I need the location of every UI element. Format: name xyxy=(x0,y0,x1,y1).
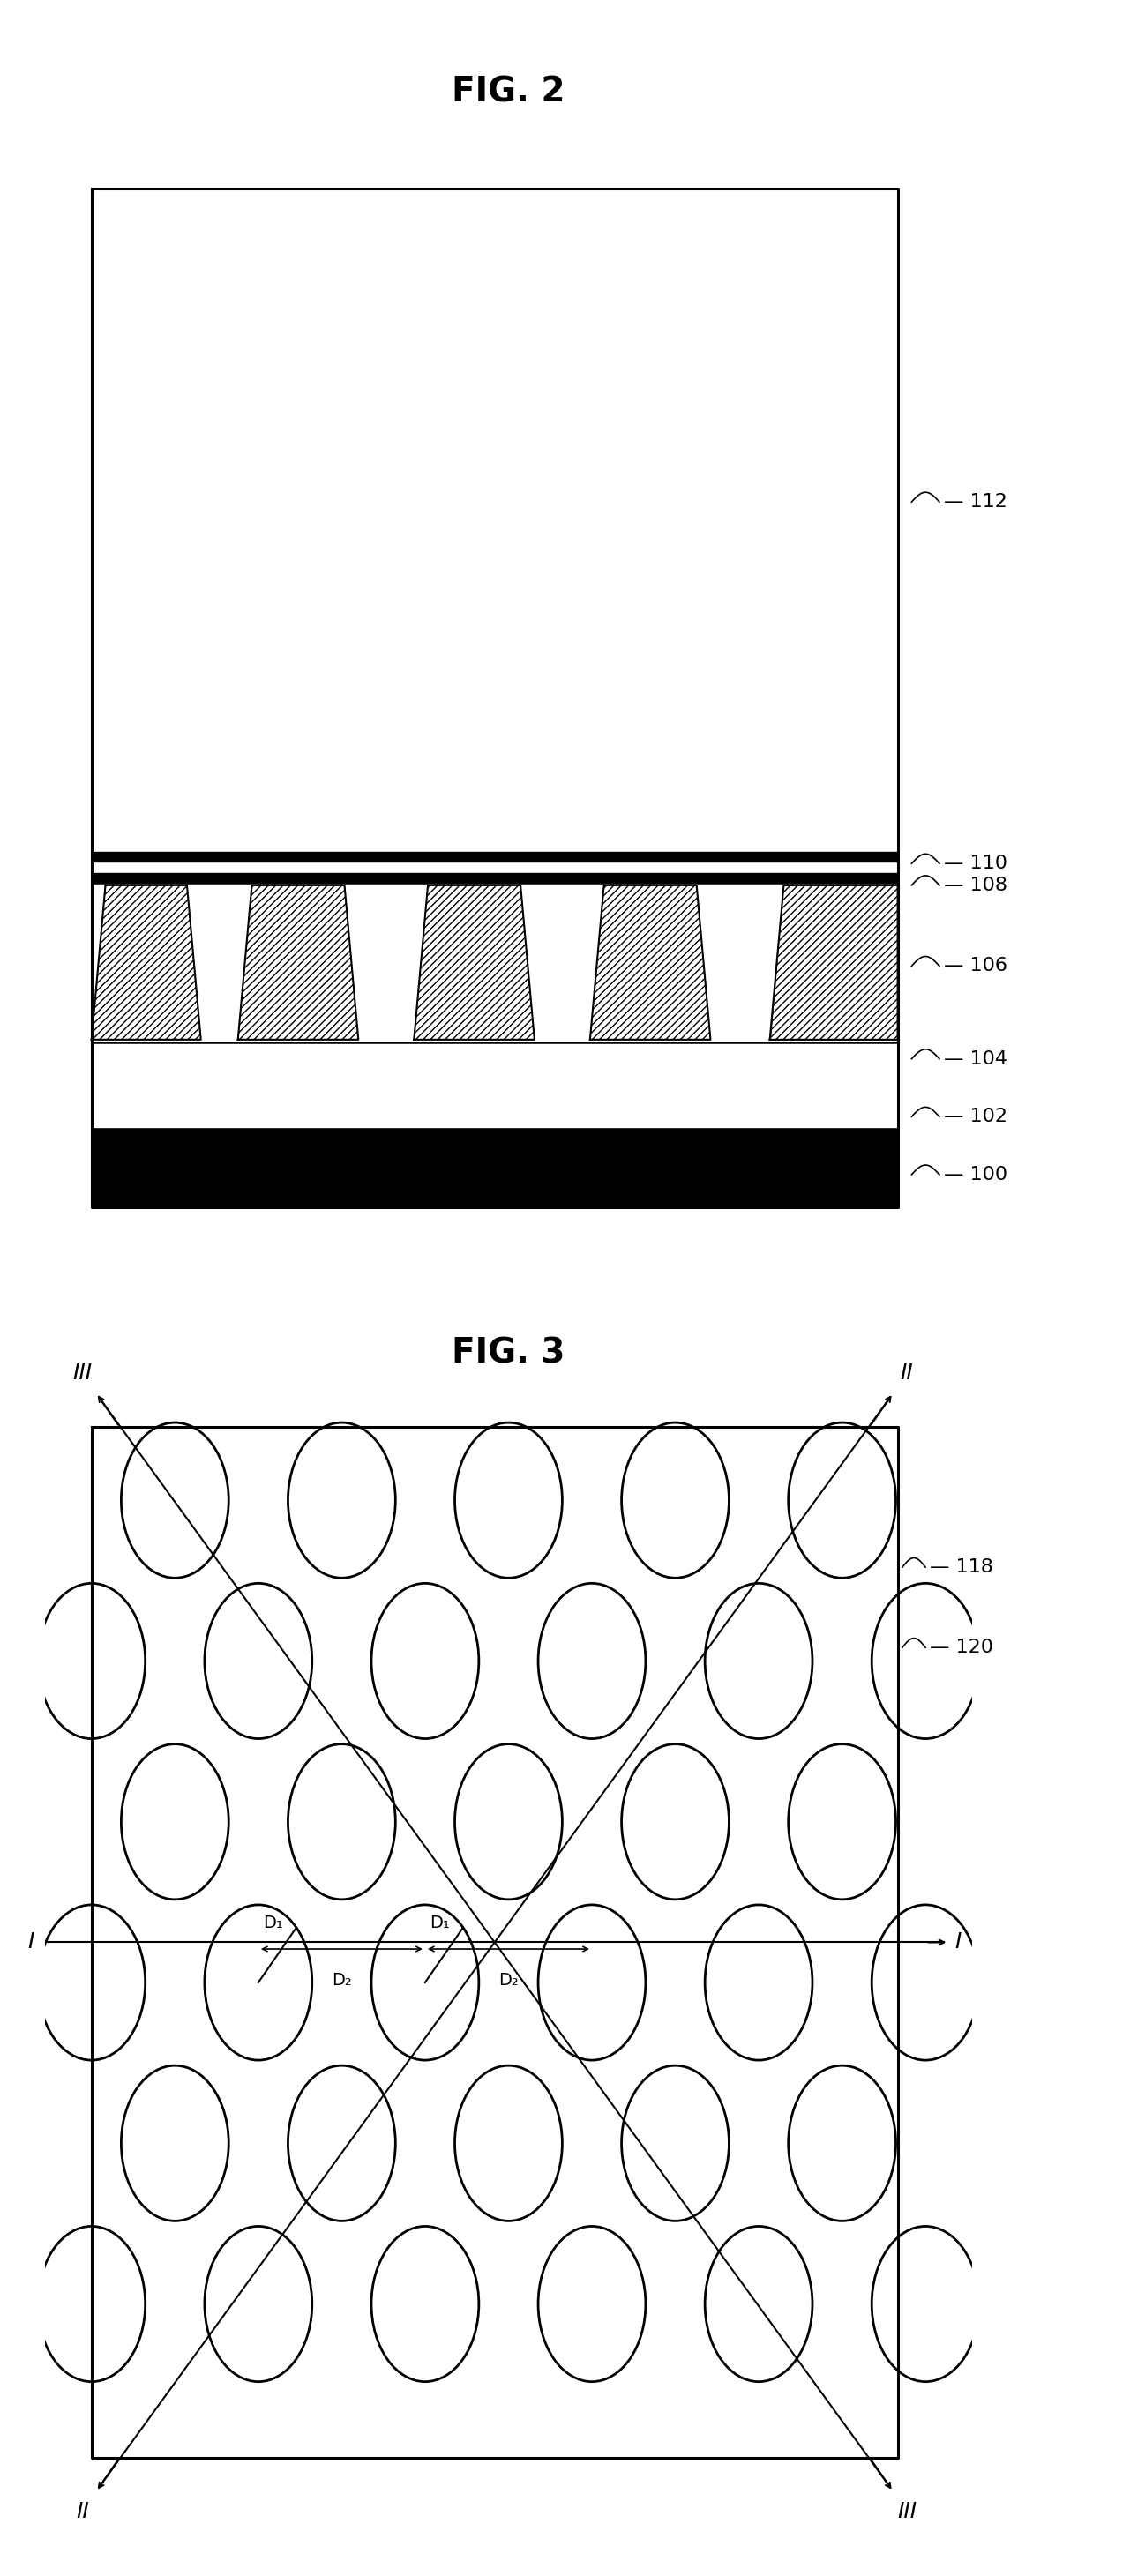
Polygon shape xyxy=(238,886,358,1041)
Circle shape xyxy=(121,2066,228,2221)
Text: III: III xyxy=(897,2501,916,2522)
Circle shape xyxy=(789,2066,896,2221)
Text: II: II xyxy=(76,2501,89,2522)
Circle shape xyxy=(37,1584,146,1739)
Polygon shape xyxy=(770,886,897,1041)
Text: II: II xyxy=(901,1363,913,1383)
Circle shape xyxy=(622,2066,729,2221)
Circle shape xyxy=(288,2066,396,2221)
Text: — 120: — 120 xyxy=(930,1638,993,1656)
Circle shape xyxy=(538,1584,645,1739)
Text: — 108: — 108 xyxy=(944,876,1008,894)
Text: D₁: D₁ xyxy=(429,1914,450,1932)
Text: III: III xyxy=(72,1363,92,1383)
Circle shape xyxy=(205,1584,312,1739)
Text: — 106: — 106 xyxy=(944,958,1008,974)
Circle shape xyxy=(705,1904,812,2061)
Text: — 112: — 112 xyxy=(944,492,1008,510)
Polygon shape xyxy=(414,886,534,1041)
Circle shape xyxy=(705,1584,812,1739)
Circle shape xyxy=(454,1744,563,1899)
Circle shape xyxy=(871,1584,980,1739)
Circle shape xyxy=(538,2226,645,2383)
Circle shape xyxy=(622,1744,729,1899)
Text: — 118: — 118 xyxy=(930,1558,993,1577)
Text: D₁: D₁ xyxy=(263,1914,282,1932)
Text: D₂: D₂ xyxy=(498,1971,519,1989)
Text: D₂: D₂ xyxy=(332,1971,351,1989)
Circle shape xyxy=(622,1422,729,1579)
Circle shape xyxy=(871,1904,980,2061)
Text: — 104: — 104 xyxy=(944,1051,1008,1066)
Circle shape xyxy=(372,1904,479,2061)
Polygon shape xyxy=(590,886,711,1041)
Text: I: I xyxy=(955,1932,962,1953)
Text: — 110: — 110 xyxy=(944,855,1008,873)
Circle shape xyxy=(288,1744,396,1899)
Circle shape xyxy=(705,2226,812,2383)
Circle shape xyxy=(454,1422,563,1579)
Circle shape xyxy=(789,1422,896,1579)
Circle shape xyxy=(37,2226,146,2383)
Text: FIG. 3: FIG. 3 xyxy=(452,1337,565,1370)
Circle shape xyxy=(288,1422,396,1579)
Circle shape xyxy=(372,1584,479,1739)
Circle shape xyxy=(121,1744,228,1899)
Polygon shape xyxy=(92,886,201,1041)
Circle shape xyxy=(454,2066,563,2221)
Text: FIG. 2: FIG. 2 xyxy=(452,75,565,108)
Circle shape xyxy=(37,1904,146,2061)
Circle shape xyxy=(871,2226,980,2383)
Circle shape xyxy=(372,2226,479,2383)
Text: — 102: — 102 xyxy=(944,1108,1008,1126)
Text: — 100: — 100 xyxy=(944,1167,1008,1182)
Circle shape xyxy=(789,1744,896,1899)
Text: I: I xyxy=(28,1932,35,1953)
Circle shape xyxy=(121,1422,228,1579)
Circle shape xyxy=(205,1904,312,2061)
Circle shape xyxy=(538,1904,645,2061)
Circle shape xyxy=(205,2226,312,2383)
